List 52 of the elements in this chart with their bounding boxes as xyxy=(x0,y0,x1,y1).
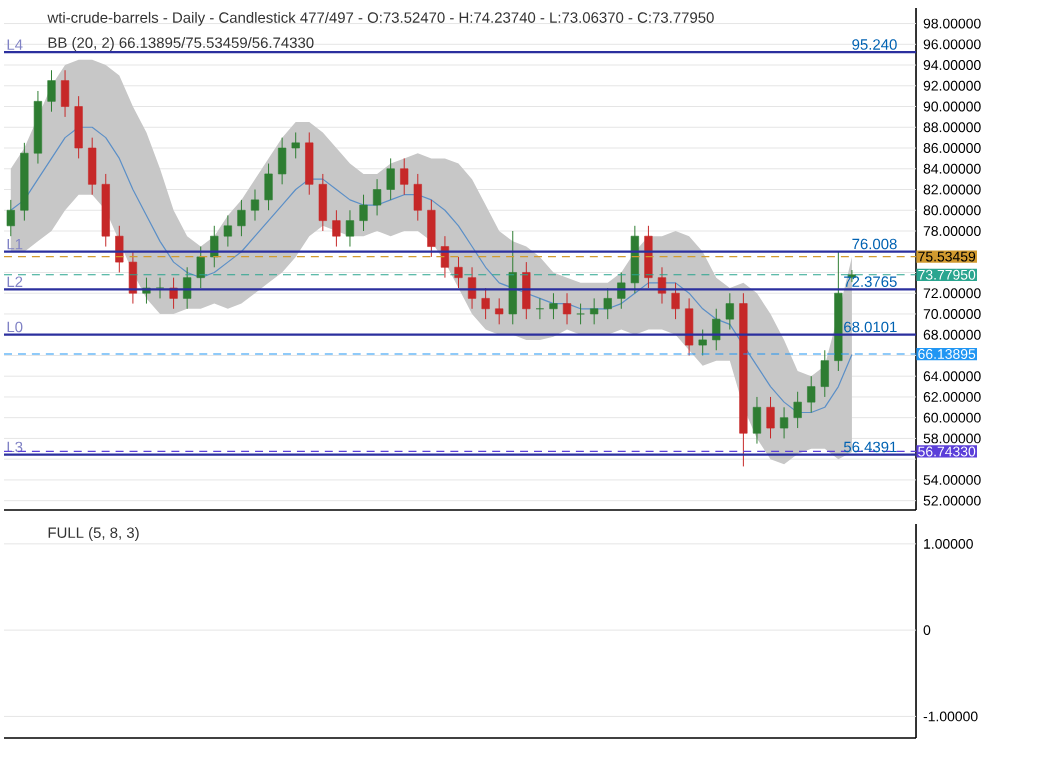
candlestick xyxy=(495,297,504,325)
candlestick xyxy=(603,287,612,320)
candlestick xyxy=(671,282,680,320)
candlestick xyxy=(793,391,802,429)
candlestick xyxy=(698,329,707,356)
candlestick xyxy=(657,266,667,305)
candlestick xyxy=(766,396,775,439)
candlestick xyxy=(291,131,300,159)
candlestick xyxy=(644,225,653,289)
candlestick xyxy=(522,261,531,320)
candlestick xyxy=(115,225,124,273)
candlestick xyxy=(305,131,314,196)
candlestick xyxy=(88,137,97,196)
candlestick xyxy=(345,209,355,248)
candlestick xyxy=(210,225,219,268)
candlestick xyxy=(74,95,83,159)
candlestick xyxy=(47,69,56,113)
candlestick xyxy=(508,230,517,325)
candlestick xyxy=(359,194,368,232)
candlestick xyxy=(372,178,382,216)
candlestick xyxy=(223,214,232,248)
candlestick xyxy=(779,406,789,439)
candlestick xyxy=(576,303,585,325)
candlestick xyxy=(549,292,558,320)
candlestick xyxy=(685,297,694,356)
candlestick xyxy=(440,235,450,279)
candlestick xyxy=(427,199,436,258)
candlestick xyxy=(467,266,477,310)
candlestick xyxy=(237,199,246,237)
candlestick xyxy=(413,173,422,222)
candlestick xyxy=(196,246,205,289)
candlestick xyxy=(400,157,409,196)
candlestick xyxy=(725,292,734,331)
candlestick xyxy=(590,297,599,325)
candlestick xyxy=(562,292,572,325)
candlestick xyxy=(264,163,273,211)
candlestick xyxy=(278,137,287,185)
candlestick xyxy=(807,375,816,413)
candlestick xyxy=(6,199,15,237)
candlestick xyxy=(250,189,260,222)
candlestick xyxy=(752,396,762,445)
candlestick xyxy=(481,287,490,320)
candlestick xyxy=(60,69,70,118)
candlestick xyxy=(712,308,721,351)
candlestick xyxy=(386,157,395,201)
candlestick xyxy=(332,209,341,248)
candlestick xyxy=(454,256,463,289)
candlestick xyxy=(183,266,192,310)
candlestick xyxy=(630,225,639,294)
candlestick xyxy=(820,349,829,398)
candlestick xyxy=(318,173,327,232)
candlestick xyxy=(617,271,626,310)
